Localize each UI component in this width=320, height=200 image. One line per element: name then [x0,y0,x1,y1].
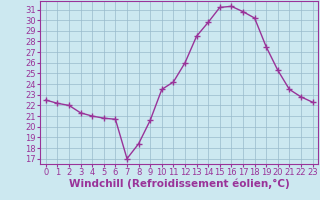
X-axis label: Windchill (Refroidissement éolien,°C): Windchill (Refroidissement éolien,°C) [69,179,290,189]
